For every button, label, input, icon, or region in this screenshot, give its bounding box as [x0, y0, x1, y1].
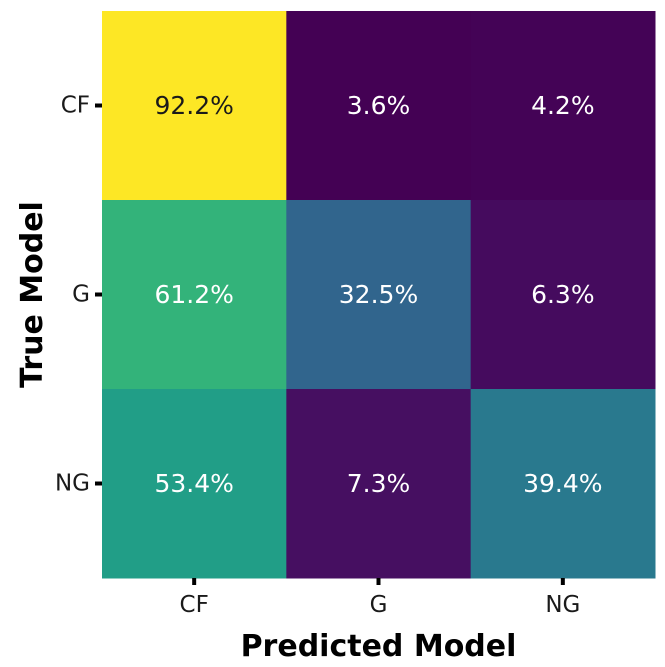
heatmap-cell-ng-cf	[102, 389, 287, 579]
x-tick-label: G	[370, 592, 388, 618]
heatmap-cell-cf-g	[286, 11, 472, 201]
heatmap-cell-g-g	[286, 200, 472, 390]
heatmap-cell-labels: 92.2% 3.6% 4.2% 61.2% 32.5% 6.3% 53.4% 7.3% 39.4…	[154, 91, 602, 498]
y-tick-label: NG	[55, 471, 90, 497]
x-tick-label: CF	[180, 592, 209, 618]
y-tick-label: CF	[61, 93, 90, 119]
y-tick-label: G	[72, 282, 90, 308]
y-axis: CF G NG	[55, 93, 102, 497]
cell-value-label: 39.4%	[523, 469, 602, 498]
cell-value-label: 4.2%	[531, 91, 595, 120]
cell-value-label: 53.4%	[154, 469, 233, 498]
y-axis-title: True Model	[15, 201, 50, 388]
cell-value-label: 3.6%	[347, 91, 411, 120]
cell-value-label: 32.5%	[339, 280, 418, 309]
cell-value-label: 6.3%	[531, 280, 595, 309]
x-axis: CF G NG	[180, 578, 580, 618]
cell-value-label: 7.3%	[347, 469, 411, 498]
heatmap-cell-ng-g	[286, 389, 472, 579]
x-tick-label: NG	[545, 592, 580, 618]
x-axis-title: Predicted Model	[241, 629, 517, 664]
heatmap-cell-cf-cf	[102, 11, 287, 201]
cell-value-label: 61.2%	[154, 280, 233, 309]
heatmap-cell-cf-ng	[470, 11, 656, 201]
cell-value-label: 92.2%	[154, 91, 233, 120]
heatmap-cell-g-ng	[470, 200, 656, 390]
heatmap-cell-ng-ng	[470, 389, 656, 579]
heatmap-cells	[102, 11, 656, 579]
heatmap-cell-g-cf	[102, 200, 287, 390]
